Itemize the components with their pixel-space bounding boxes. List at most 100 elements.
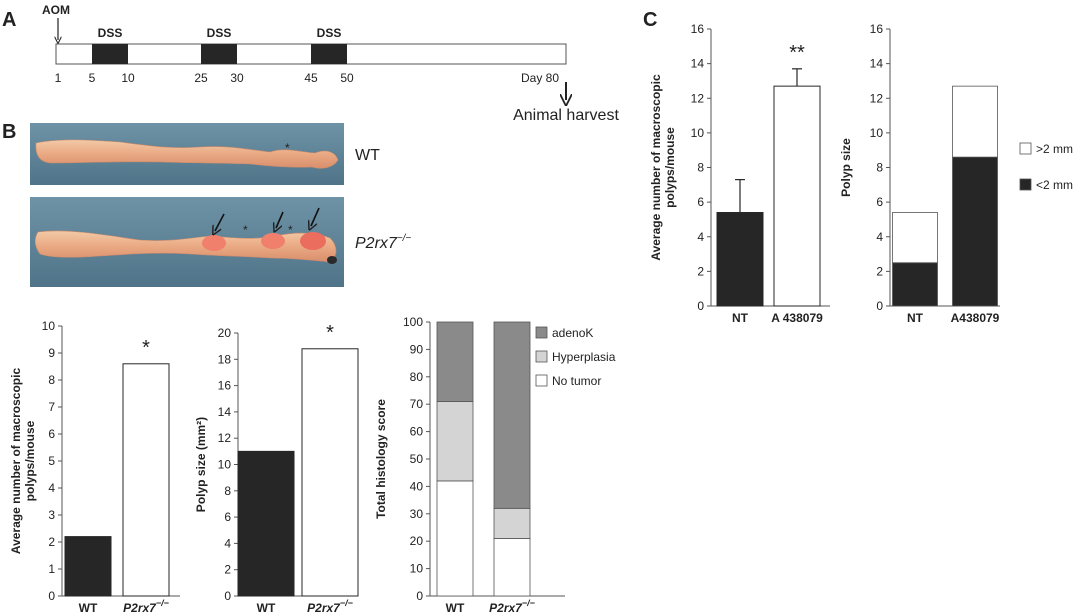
polyp-arrow-icon (311, 207, 320, 226)
significance-marker: * (326, 322, 334, 344)
ko-image-label: P2rx7−/− (355, 233, 411, 252)
y-tick-label: 2 (48, 535, 55, 549)
stacked-bar-segment (892, 262, 938, 307)
polyp-highlight (300, 232, 326, 250)
polyp-highlight (202, 235, 226, 251)
y-tick-label: 60 (410, 425, 424, 439)
y-tick-label: 80 (410, 370, 424, 384)
y-axis-label-line: Average number of macroscopic (9, 368, 23, 555)
chart-polyp-size-treatment: 0 2 4 6 8 10 12 14 16 Polyp size NT A438079 >2 mm <2 … (839, 22, 1073, 325)
dss-block-2 (201, 44, 237, 64)
y-tick-label: 8 (697, 161, 704, 175)
dss-block-3 (311, 44, 347, 64)
y-tick-label: 40 (410, 479, 424, 493)
y-tick-label: 50 (410, 452, 424, 466)
y-axis-label: Total histology score (374, 399, 388, 519)
y-tick-label: 0 (224, 589, 231, 603)
legend-label: <2 mm (1036, 178, 1073, 192)
colon-photo-ko: * * (30, 197, 344, 287)
bar (237, 450, 295, 597)
polyp-marker: * (243, 223, 248, 237)
y-tick-label: 0 (416, 589, 423, 603)
x-category-label: P2rx7−/− (123, 598, 169, 615)
panel-label-a: A (2, 9, 16, 31)
y-axis-label-line: Polyp size (mm²) (194, 417, 208, 512)
y-axis-label: Polyp size (839, 138, 853, 197)
y-tick-label: 14 (691, 57, 705, 71)
polyp-arrow-icon (215, 213, 225, 231)
timeline-tick: 50 (340, 71, 354, 85)
y-axis-label-line: Average number of macroscopic (649, 74, 663, 261)
y-axis-label-line: Total histology score (374, 399, 388, 519)
stacked-bar-segment (493, 321, 531, 509)
y-tick-label: 20 (218, 326, 232, 340)
y-tick-label: 12 (691, 91, 705, 105)
dss-label-2: DSS (207, 26, 232, 40)
y-tick-label: 6 (697, 195, 704, 209)
timeline-tick: 30 (230, 71, 244, 85)
y-tick-label: 70 (410, 397, 424, 411)
stacked-bar-segment (436, 321, 474, 402)
chart-histology-score: 0 10 20 30 40 50 60 70 80 90 100 Total histology sc… (374, 315, 616, 615)
y-tick-label: 30 (410, 507, 424, 521)
y-tick-label: 9 (48, 346, 55, 360)
legend-swatch (535, 326, 548, 339)
polyp-marker: * (288, 223, 293, 237)
legend-label: No tumor (552, 374, 601, 388)
legend-label: Hyperplasia (552, 350, 616, 364)
y-tick-label: 20 (410, 534, 424, 548)
y-tick-label: 14 (218, 405, 232, 419)
y-tick-label: 1 (48, 562, 55, 576)
dss-block-1 (92, 44, 128, 64)
stacked-bar-segment (952, 156, 998, 307)
y-tick-label: 4 (876, 230, 883, 244)
y-tick-label: 0 (876, 299, 883, 313)
stacked-bar-segment (436, 401, 474, 482)
bar (64, 536, 112, 597)
timeline-tick: 10 (121, 71, 135, 85)
chart-polyp-size-genotype: 0 2 4 6 8 10 12 14 16 18 20 Polyp size (mm²) WT P2rx7… (194, 322, 359, 615)
y-tick-label: 10 (691, 126, 705, 140)
x-category-label: WT (79, 601, 98, 615)
y-tick-label: 6 (224, 510, 231, 524)
x-category-label: A 438079 (771, 311, 823, 325)
polyp-highlight (261, 233, 285, 249)
y-tick-label: 0 (697, 299, 704, 313)
stacked-bar-segment (436, 480, 474, 597)
legend-swatch (535, 350, 548, 363)
x-category-label: NT (907, 311, 924, 325)
legend-swatch (1019, 142, 1032, 155)
y-tick-label: 12 (870, 91, 884, 105)
dss-label-1: DSS (98, 26, 123, 40)
y-tick-label: 5 (48, 454, 55, 468)
timeline-end-label: Day 80 (521, 71, 559, 85)
panel-label-b: B (2, 121, 16, 143)
y-tick-label: 4 (224, 536, 231, 550)
y-axis-label: Polyp size (mm²) (194, 417, 208, 512)
stacked-bar-segment (892, 212, 938, 264)
x-category-label: WT (446, 601, 465, 615)
panel-label-c: C (643, 9, 657, 31)
aom-label: AOM (42, 3, 70, 17)
harvest-label: Animal harvest (513, 107, 619, 124)
bar (716, 212, 764, 307)
bar (122, 363, 170, 597)
bar (773, 85, 821, 307)
dss-label-3: DSS (317, 26, 342, 40)
y-axis-label: Average number of macroscopicpolyps/mous… (9, 368, 37, 555)
polyp-marker: * (285, 141, 290, 155)
y-tick-label: 4 (48, 481, 55, 495)
legend-label: adenoK (552, 326, 593, 340)
y-tick-label: 6 (48, 427, 55, 441)
y-tick-label: 10 (42, 319, 56, 333)
y-tick-label: 10 (410, 562, 424, 576)
y-tick-label: 10 (218, 458, 232, 472)
y-tick-label: 8 (48, 373, 55, 387)
y-tick-label: 2 (224, 563, 231, 577)
bar (301, 348, 359, 597)
y-tick-label: 4 (697, 230, 704, 244)
timeline-tick: 1 (55, 71, 62, 85)
y-tick-label: 90 (410, 342, 424, 356)
y-tick-label: 8 (224, 484, 231, 498)
